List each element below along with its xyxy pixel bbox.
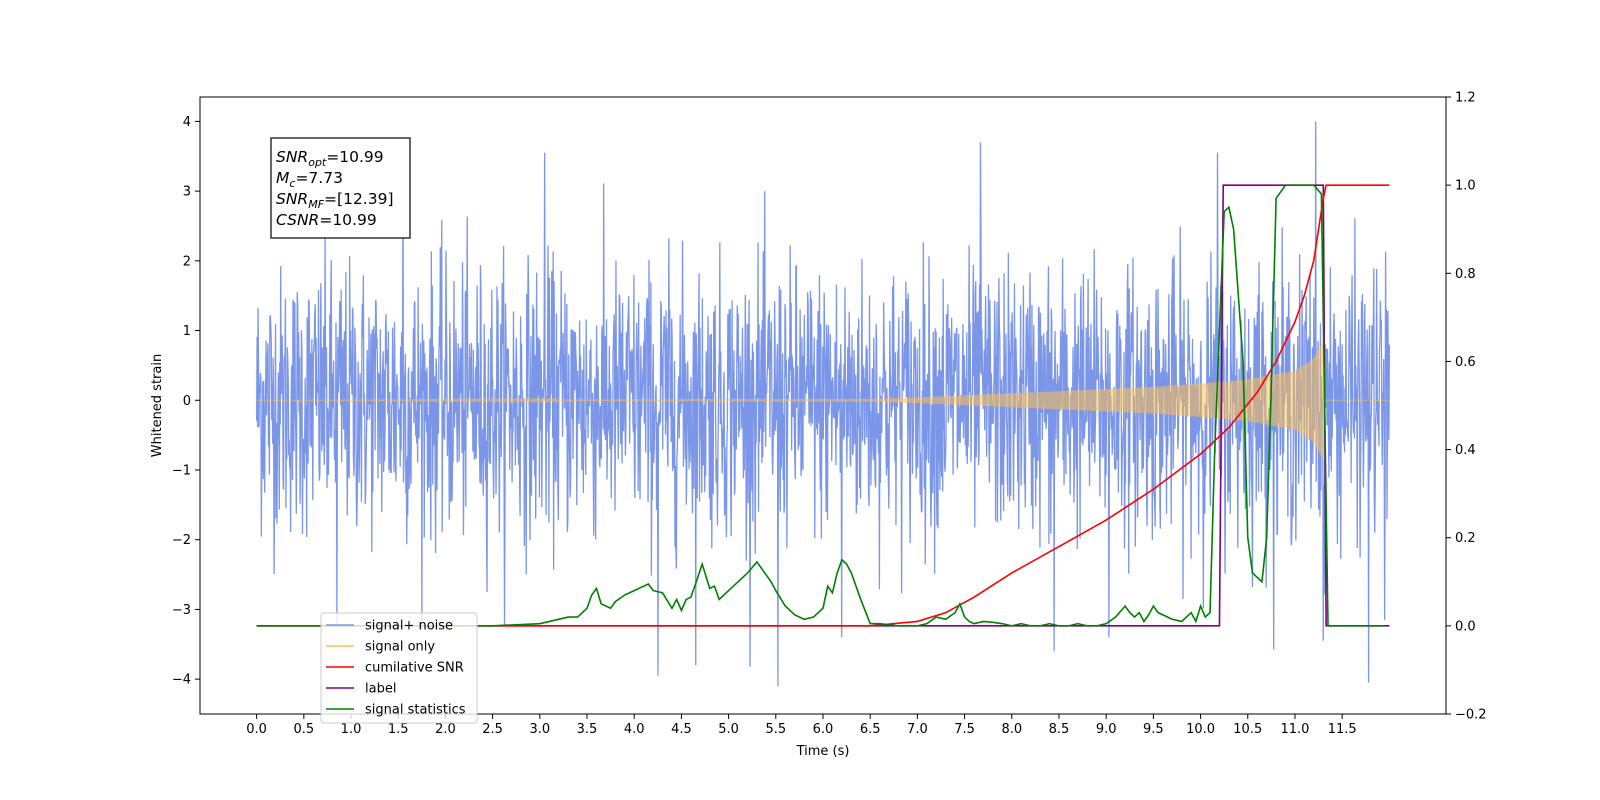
y-tick-label: 4	[183, 115, 191, 130]
annotation-value: =10.99	[319, 211, 376, 229]
legend-label: signal only	[365, 640, 435, 655]
series-signal-only-line	[256, 341, 1390, 459]
annotation-subscript: c	[289, 177, 295, 190]
x-tick-label: 4.0	[624, 722, 645, 737]
legend-label: signal statistics	[365, 703, 466, 718]
x-tick-label: 10.5	[1233, 722, 1262, 737]
y2-tick-label: 0.6	[1455, 355, 1476, 370]
series-signal-statistics-line	[256, 184, 1385, 627]
x-tick-label: 1.0	[341, 722, 362, 737]
annotation-value: =7.73	[295, 169, 343, 187]
y-tick-label: −1	[172, 463, 191, 478]
x-tick-label: 9.0	[1096, 722, 1117, 737]
y2-tick-label: −0.2	[1455, 708, 1487, 723]
x-tick-label: 11.0	[1280, 722, 1309, 737]
x-tick-label: 8.5	[1049, 722, 1070, 737]
x-tick-label: 4.5	[671, 722, 692, 737]
x-tick-label: 0.5	[293, 722, 314, 737]
annotation-subscript: opt	[308, 156, 327, 169]
legend-frame	[320, 612, 478, 724]
annotation-value: =[12.39]	[324, 190, 393, 208]
legend-label: cumilative SNR	[365, 661, 464, 676]
y-tick-label: 2	[183, 254, 191, 269]
x-tick-label: 3.0	[529, 722, 550, 737]
x-tick-label: 9.5	[1143, 722, 1164, 737]
y2-tick-label: 0.4	[1455, 443, 1476, 458]
x-tick-label: 2.5	[482, 722, 503, 737]
x-tick-label: 3.5	[577, 722, 598, 737]
y-tick-label: 0	[183, 394, 191, 409]
legend: signal+ noise signal only cumilative SNR la…	[320, 612, 478, 724]
legend-label: signal+ noise	[365, 619, 453, 634]
y-tick-label: −4	[172, 673, 191, 688]
y2-tick-label: 0.0	[1455, 619, 1476, 634]
y2-tick-label: 0.8	[1455, 267, 1476, 282]
annotation-symbol: CSNR	[276, 211, 319, 229]
annotation-subscript: MF	[308, 198, 324, 211]
y-tick-label: 3	[183, 185, 191, 200]
y-tick-label: −2	[172, 533, 191, 548]
x-tick-label: 5.5	[765, 722, 786, 737]
series-signal-noise-line	[255, 121, 1391, 687]
x-tick-label: 10.0	[1186, 722, 1215, 737]
x-tick-label: 5.0	[718, 722, 739, 737]
annotation-frame	[270, 137, 411, 239]
x-tick-label: 1.5	[388, 722, 409, 737]
annotation-symbol: M	[276, 169, 289, 187]
annotation-value: =10.99	[326, 148, 383, 166]
plot-area	[255, 121, 1391, 687]
annotation-line: Mc=7.73	[276, 169, 343, 190]
annotation-box: SNRopt=10.99Mc=7.73SNRMF=[12.39]CSNR=10.…	[270, 137, 411, 239]
x-tick-label: 11.5	[1328, 722, 1357, 737]
x-tick-label: 6.0	[813, 722, 834, 737]
legend-label: label	[365, 682, 396, 697]
y-tick-label: −3	[172, 603, 191, 618]
annotation-symbol: SNR	[276, 148, 308, 166]
annotation-line: SNRMF=[12.39]	[276, 190, 394, 211]
y2-tick-label: 1.0	[1455, 179, 1476, 194]
annotation-line: CSNR=10.99	[276, 211, 377, 229]
y-tick-label: 1	[183, 324, 191, 339]
x-tick-label: 7.0	[907, 722, 928, 737]
x-tick-label: 6.5	[860, 722, 881, 737]
y2-tick-label: 1.2	[1455, 91, 1476, 106]
x-axis-title: Time (s)	[796, 744, 850, 759]
series-cumulative-snr-line	[256, 184, 1390, 627]
annotation-line: SNRopt=10.99	[276, 148, 384, 169]
y-axis-title: Whitened strain	[150, 354, 165, 457]
x-tick-label: 2.0	[435, 722, 456, 737]
x-tick-label: 8.0	[1001, 722, 1022, 737]
axes: 0.0 0.5 1.0 1.5 2.0 2.5 3.0 3.5 4.0 4.5 5.0 5.5 6.0 6…	[150, 91, 1487, 760]
y2-tick-label: 0.2	[1455, 531, 1476, 546]
x-tick-label: 7.5	[954, 722, 975, 737]
x-tick-label: 0.0	[246, 722, 267, 737]
annotation-symbol: SNR	[276, 190, 308, 208]
